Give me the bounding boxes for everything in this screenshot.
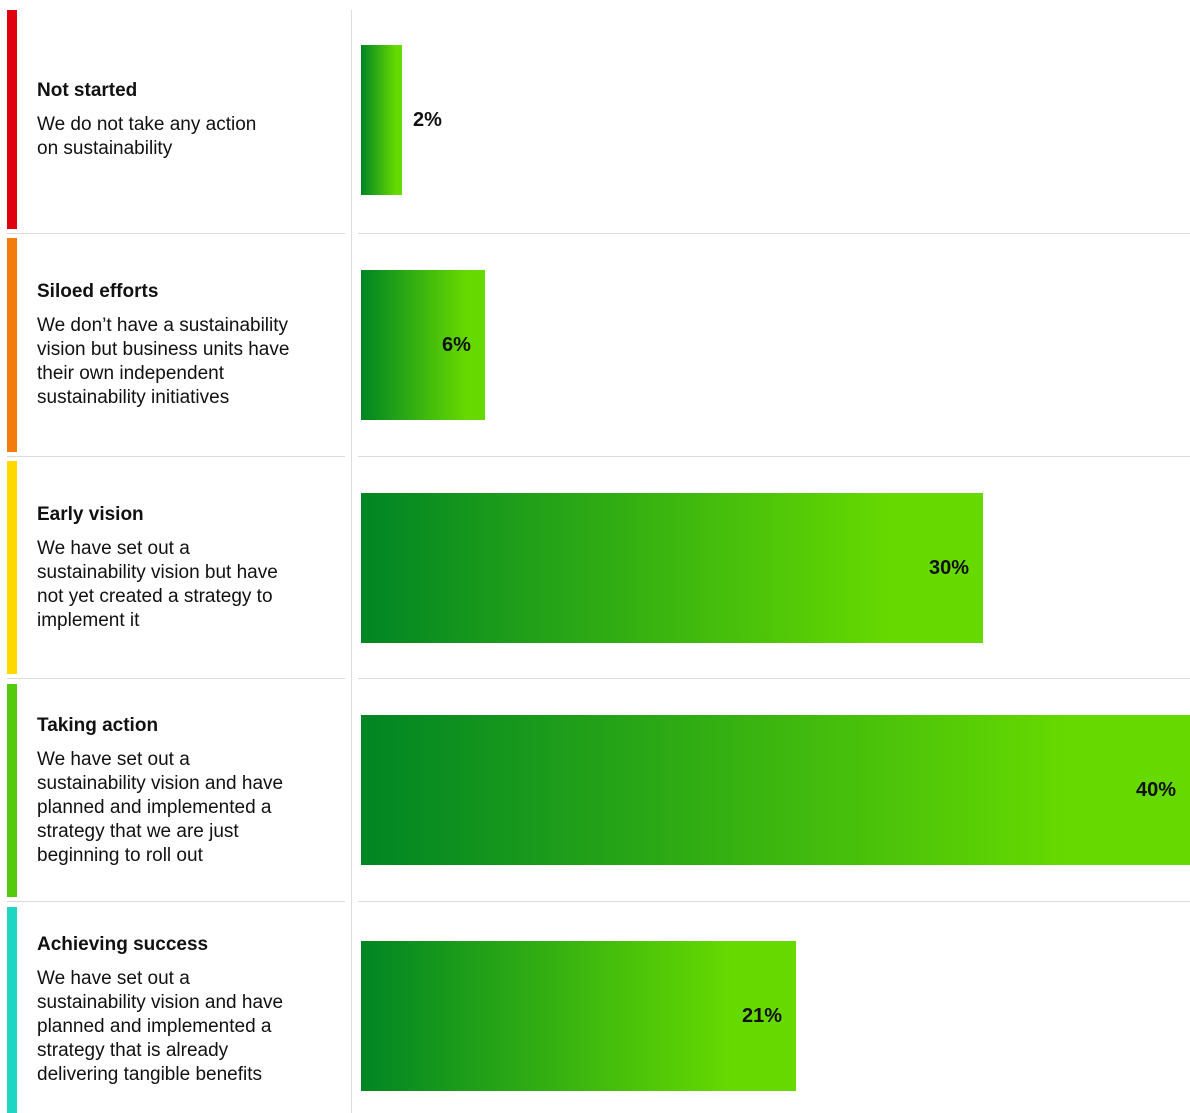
description-line: We have set out a xyxy=(37,968,190,989)
stage-color-stripe xyxy=(7,907,17,1113)
description-line: their own independent xyxy=(37,363,224,384)
bar-siloed-efforts xyxy=(361,270,485,420)
description-line: strategy that we are just xyxy=(37,820,239,842)
category-row: Early vision We have set out a sustainabil… xyxy=(0,461,1190,674)
row-divider-right xyxy=(358,901,1190,902)
stage-color-stripe xyxy=(7,10,17,229)
bar-early-vision xyxy=(361,493,983,643)
row-divider-right xyxy=(358,678,1190,679)
description-line: on sustainability xyxy=(37,137,173,159)
row-divider-left xyxy=(7,901,345,902)
bar-not-started xyxy=(361,45,402,195)
category-label-block: Early vision We have set out a sustainabil… xyxy=(37,461,327,674)
description-line: We have set out a xyxy=(37,748,190,770)
row-divider-left xyxy=(7,456,345,457)
description-line: vision but business units have xyxy=(37,339,290,360)
bar-value-label: 2% xyxy=(413,109,442,131)
description-line: not yet created a strategy to xyxy=(37,585,273,607)
description-line: sustainability initiatives xyxy=(37,387,230,408)
category-description: We do not take any action on sustainabili… xyxy=(37,113,327,161)
bar-achieving-success xyxy=(361,941,796,1091)
row-divider-right xyxy=(358,456,1190,457)
description-line: planned and implemented a xyxy=(37,1016,272,1037)
description-line: sustainability vision and have xyxy=(37,772,284,794)
category-label-block: Achieving success We have set out a sustai… xyxy=(37,907,327,1113)
description-line: sustainability vision and have xyxy=(37,992,284,1013)
description-line: implement it xyxy=(37,609,140,631)
description-line: sustainability vision but have xyxy=(37,561,278,583)
description-line: delivering tangible benefits xyxy=(37,1064,262,1085)
vertical-axis-line xyxy=(351,10,352,1113)
stage-color-stripe xyxy=(7,461,17,674)
description-line: strategy that is already xyxy=(37,1040,229,1061)
bar-value-label: 6% xyxy=(442,334,471,356)
row-divider-right xyxy=(358,233,1190,234)
category-row: Not started We do not take any action on s… xyxy=(0,10,1190,229)
category-label: Not started xyxy=(37,79,138,101)
category-description: We have set out a sustainability vision a… xyxy=(37,748,327,868)
category-description: We have set out a sustainability vision b… xyxy=(37,537,327,633)
category-description: We don’t have a sustainability vision but… xyxy=(37,314,327,410)
description-line: planned and implemented a xyxy=(37,796,272,818)
category-label: Early vision xyxy=(37,503,144,525)
stage-color-stripe xyxy=(7,684,17,897)
bar-value-label: 21% xyxy=(742,1005,783,1027)
category-label: Taking action xyxy=(37,714,159,736)
description-line: beginning to roll out xyxy=(37,844,203,866)
description-line: We do not take any action xyxy=(37,113,257,135)
bar-value-label: 30% xyxy=(929,557,970,579)
bar-taking-action xyxy=(361,715,1190,865)
row-divider-left xyxy=(7,678,345,679)
category-description: We have set out a sustainability vision a… xyxy=(37,967,327,1087)
category-label-block: Siloed efforts We don’t have a sustainabi… xyxy=(37,238,327,452)
stage-color-stripe xyxy=(7,238,17,452)
bar-value-label: 40% xyxy=(1136,779,1177,801)
category-label: Siloed efforts xyxy=(37,281,159,302)
row-divider-left xyxy=(7,233,345,234)
category-row: Achieving success We have set out a sustai… xyxy=(0,907,1190,1113)
category-row: Taking action We have set out a sustainabi… xyxy=(0,684,1190,897)
category-label-block: Not started We do not take any action on s… xyxy=(37,10,327,229)
category-label-block: Taking action We have set out a sustainabi… xyxy=(37,684,327,897)
description-line: We have set out a xyxy=(37,537,190,559)
description-line: We don’t have a sustainability xyxy=(37,315,289,336)
category-row: Siloed efforts We don’t have a sustainabi… xyxy=(0,238,1190,452)
category-label: Achieving success xyxy=(37,934,209,955)
